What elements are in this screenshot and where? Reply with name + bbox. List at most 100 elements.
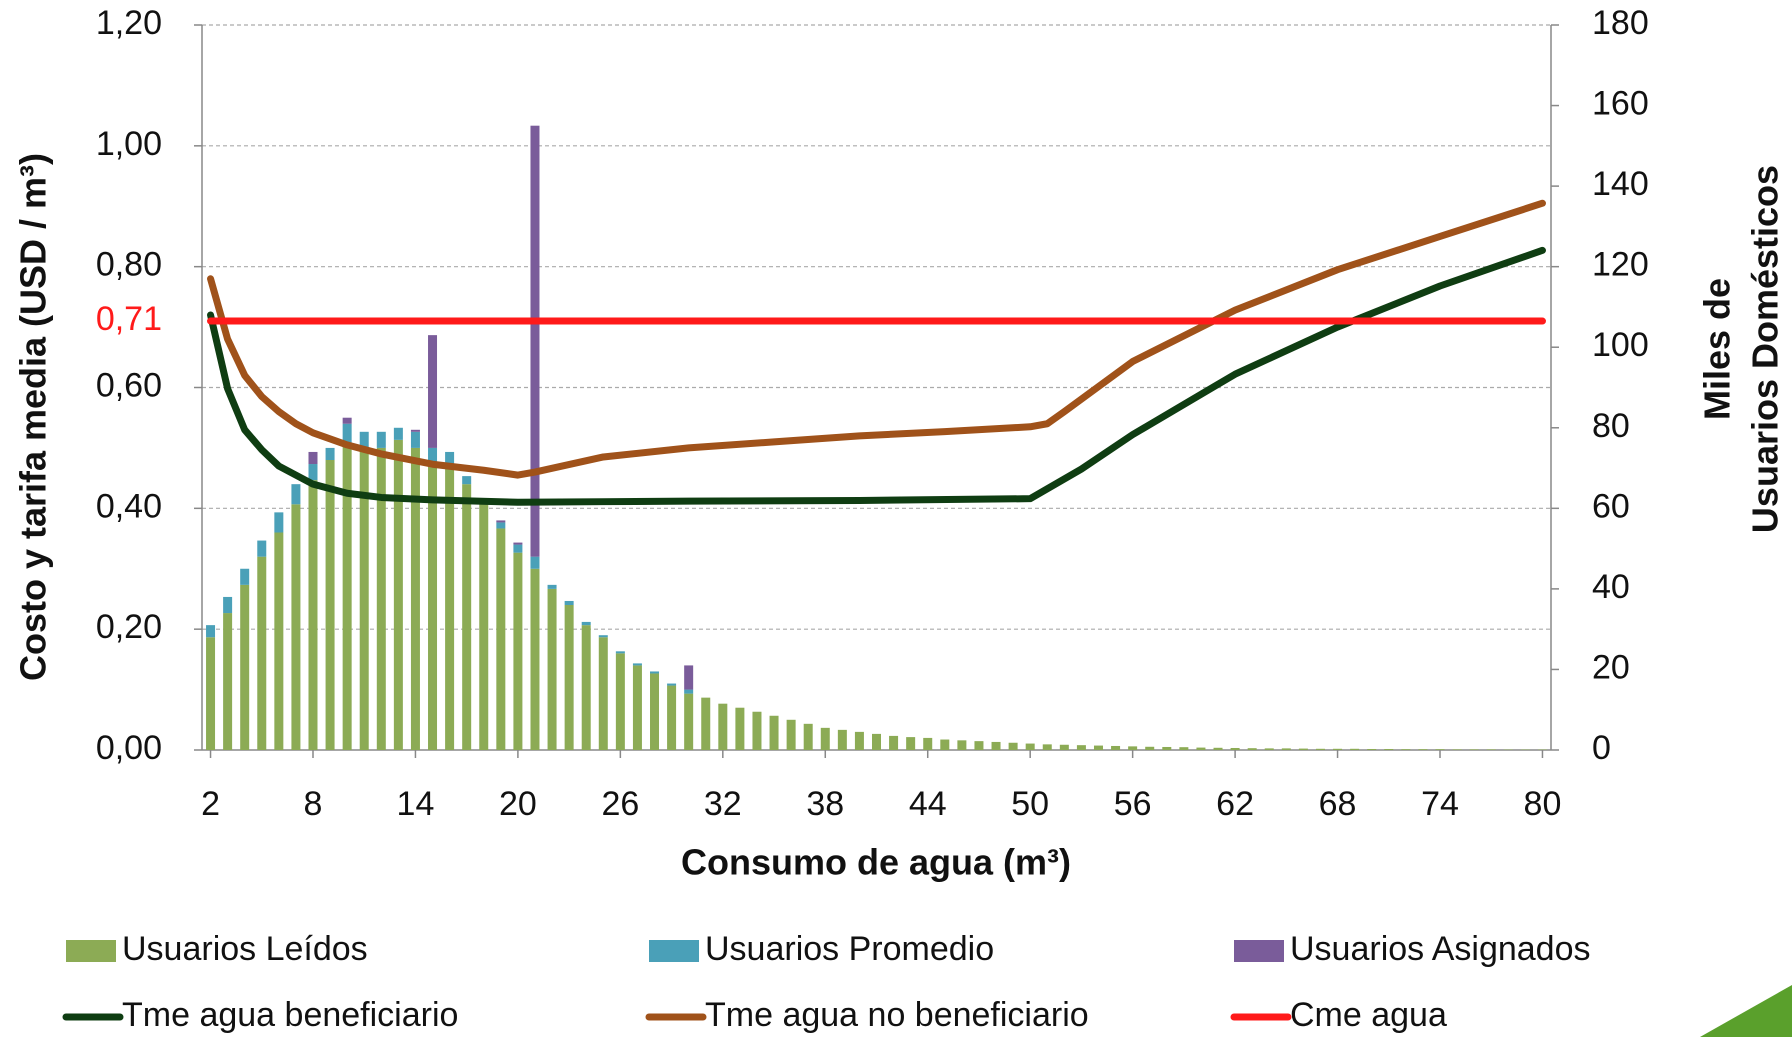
bar-segment (1008, 742, 1018, 750)
bar-segment (1350, 748, 1360, 750)
bar-segment (974, 741, 984, 750)
legend-label: Tme agua no beneficiario (705, 996, 1089, 1034)
bar-segment (1333, 748, 1343, 750)
bar-segment (632, 663, 642, 666)
bar-segment (445, 451, 455, 465)
bar-segment (1213, 747, 1223, 750)
bar-segment (257, 556, 267, 750)
bar-segment (701, 697, 711, 750)
bar-segment (1059, 744, 1069, 750)
bar-segment (428, 335, 438, 448)
y2-tick-label: 180 (1592, 4, 1649, 42)
line (207, 199, 1546, 479)
bar-segment (496, 528, 506, 750)
bar-segment (462, 476, 472, 485)
y2-tick-label: 60 (1592, 487, 1630, 525)
bar-segment (240, 568, 250, 585)
y-tick-label: 1,00 (96, 125, 162, 163)
x-tick-label: 26 (601, 785, 639, 823)
bar-segment (410, 431, 420, 448)
bar-segment (410, 447, 420, 750)
y2-tick-label: 100 (1592, 326, 1649, 364)
bar-segment (513, 542, 523, 545)
bar-segment (1145, 746, 1155, 750)
bar-segment (684, 665, 694, 690)
bar-segment (223, 596, 233, 614)
bar-segment (376, 447, 386, 750)
bar-segment (479, 504, 489, 750)
y2-axis-title: Miles de (1697, 278, 1738, 420)
y2-axis-title: Usuarios Domésticos (1745, 165, 1786, 533)
bar-segment (376, 431, 386, 448)
bar-segment (291, 484, 301, 505)
bar-segment (530, 556, 540, 569)
bar-segment (735, 707, 745, 750)
bar-segment (667, 683, 677, 686)
bar-segment (206, 637, 216, 750)
legend-swatch (649, 940, 699, 962)
bar-segment (359, 447, 369, 750)
y-tick-label: 1,20 (96, 4, 162, 42)
bar-segment (940, 739, 950, 750)
bar-segment (1298, 748, 1308, 750)
bar-segment (428, 447, 438, 465)
y2-tick-label: 80 (1592, 407, 1630, 445)
bar-segment (803, 723, 813, 750)
y-axis-title: Costo y tarifa media (USD / m³) (13, 153, 54, 681)
bar-segment (513, 544, 523, 553)
x-axis-title: Consumo de agua (m³) (681, 842, 1071, 883)
bar-segment (1128, 746, 1138, 750)
legend-label: Usuarios Asignados (1290, 930, 1591, 968)
bar-segment (1486, 749, 1496, 750)
x-tick-label: 50 (1011, 785, 1049, 823)
legend-label: Tme agua beneficiario (122, 996, 458, 1034)
bar-segment (240, 584, 250, 750)
bar-segment (684, 689, 694, 694)
bar-segment (1315, 748, 1325, 750)
bar-segment (889, 735, 899, 750)
x-tick-label: 56 (1114, 785, 1152, 823)
bar-segment (632, 665, 642, 750)
bar-segment (325, 460, 335, 750)
x-tick-label: 14 (397, 785, 435, 823)
bar-segment (445, 464, 455, 750)
bar-segment (393, 439, 403, 750)
x-tick-label: 44 (909, 785, 947, 823)
x-tick-label: 2 (201, 785, 220, 823)
legend-label: Usuarios Promedio (705, 930, 994, 968)
bar-segment (274, 512, 284, 533)
bar-segment (1076, 745, 1086, 750)
bar-segment (1025, 743, 1035, 750)
x-tick-label: 38 (806, 785, 844, 823)
annotation: 0,71 (96, 300, 162, 338)
y2-tick-label: 0 (1592, 729, 1611, 767)
y2-tick-label: 120 (1592, 246, 1649, 284)
bar-segment (223, 613, 233, 750)
bar-segment (837, 729, 847, 750)
x-tick-label: 8 (304, 785, 323, 823)
bar-segment (1162, 746, 1172, 750)
bar-segment (1264, 748, 1274, 750)
x-tick-label: 74 (1421, 785, 1459, 823)
bar-segment (615, 653, 625, 750)
bar-segment (991, 741, 1001, 750)
bar-segment (1230, 747, 1240, 750)
bar-segment (854, 731, 864, 750)
bar-segment (342, 417, 352, 424)
bar-segment (650, 673, 660, 750)
bar-segment (1247, 748, 1257, 750)
bar-segment (1435, 749, 1445, 750)
bar-segment (1452, 749, 1462, 750)
bar-segment (1111, 745, 1121, 750)
bar-segment (581, 625, 591, 750)
bar-segment (308, 451, 318, 465)
bar-segment (428, 464, 438, 750)
y2-tick-label: 140 (1592, 165, 1649, 203)
bar-segment (820, 727, 830, 750)
bar-segment (1469, 749, 1479, 750)
bar-segment (547, 588, 557, 750)
bar-segment (342, 443, 352, 750)
bar-segment (547, 584, 557, 589)
legend-label: Cme agua (1290, 996, 1447, 1034)
